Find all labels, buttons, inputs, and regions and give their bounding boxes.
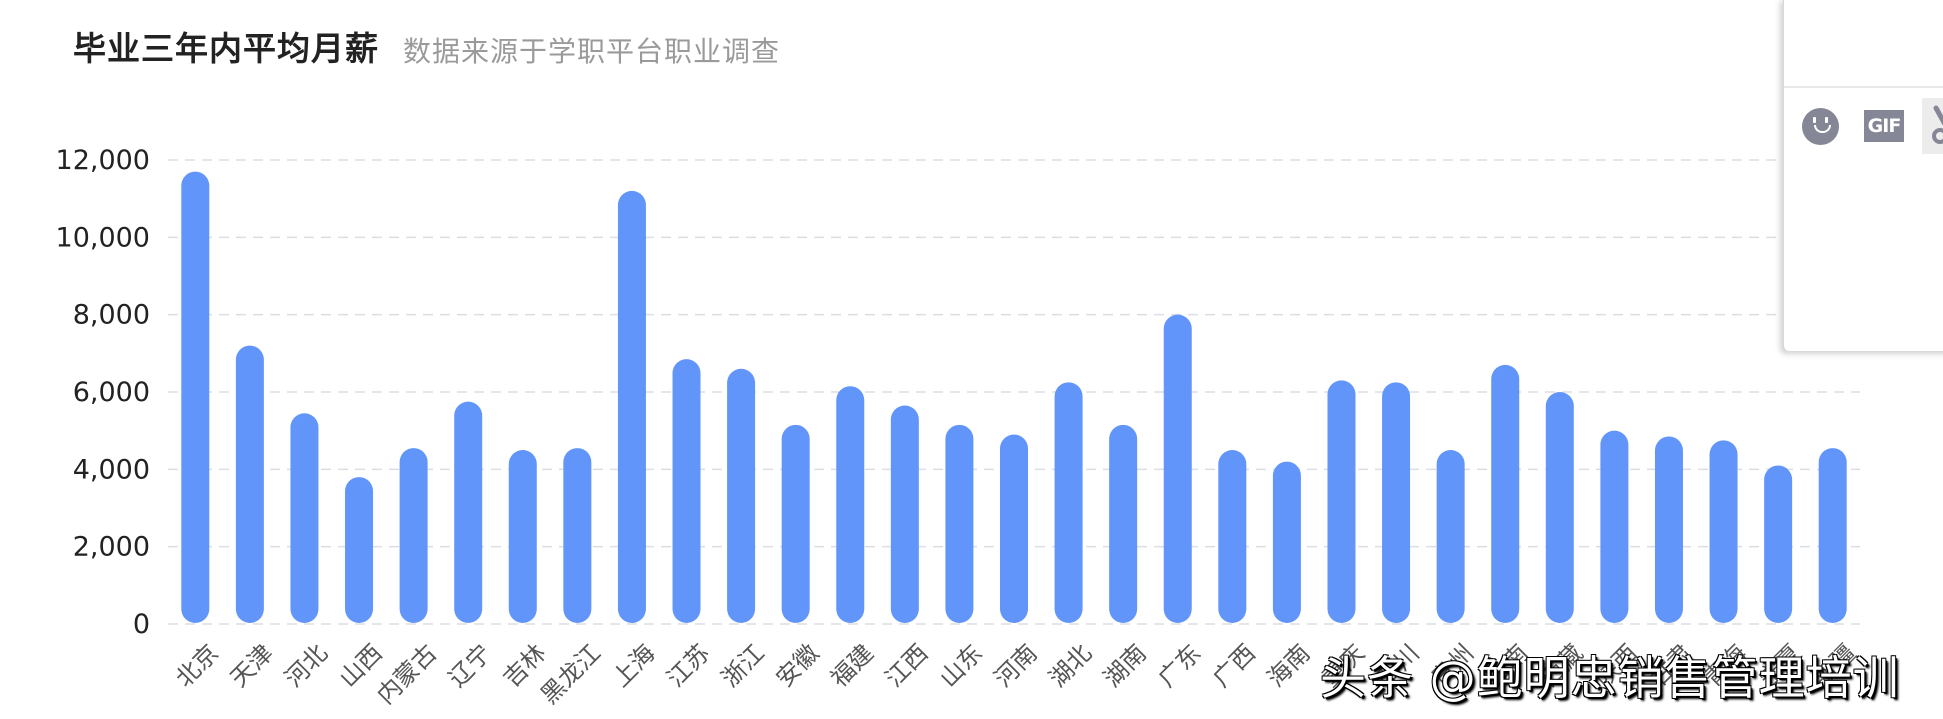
bar[interactable] bbox=[617, 190, 646, 623]
bar[interactable] bbox=[1600, 430, 1629, 623]
scissors-button[interactable] bbox=[1922, 98, 1943, 154]
x-tick-label: 内蒙古 bbox=[372, 639, 443, 710]
bar[interactable] bbox=[1491, 364, 1520, 623]
bar[interactable] bbox=[563, 448, 592, 623]
bar[interactable] bbox=[1709, 440, 1738, 623]
popup-toolbar: GIF bbox=[1784, 98, 1943, 154]
bar[interactable] bbox=[1218, 450, 1247, 623]
bar[interactable] bbox=[454, 401, 483, 623]
gridlines bbox=[168, 159, 1860, 625]
y-tick-label: 12,000 bbox=[56, 145, 150, 176]
comment-input[interactable] bbox=[1784, 0, 1943, 86]
x-tick-label: 山东 bbox=[934, 639, 988, 693]
emoji-icon[interactable] bbox=[1802, 108, 1839, 145]
bar[interactable] bbox=[1000, 434, 1028, 623]
bar[interactable] bbox=[1436, 450, 1465, 623]
x-tick-label: 辽宁 bbox=[443, 639, 497, 693]
y-axis: 0 2,000 4,000 6,000 8,000 10,000 12,000 bbox=[56, 145, 150, 640]
bar[interactable] bbox=[836, 386, 865, 623]
x-tick-label: 北京 bbox=[170, 639, 224, 693]
emoji-mouth bbox=[1814, 125, 1831, 133]
gif-button[interactable]: GIF bbox=[1864, 110, 1904, 142]
bar[interactable] bbox=[727, 368, 756, 623]
emoji-eye-left bbox=[1813, 117, 1816, 123]
bar[interactable] bbox=[781, 424, 810, 623]
watermark: 头条 @鲍明忠销售管理培训 bbox=[1320, 651, 1900, 705]
chart-subtitle: 数据来源于学职平台职业调查 bbox=[403, 35, 781, 68]
y-tick-label: 6,000 bbox=[73, 377, 150, 408]
x-tick-label: 江西 bbox=[880, 639, 934, 693]
y-tick-label: 8,000 bbox=[73, 300, 150, 331]
y-tick-label: 2,000 bbox=[73, 532, 150, 563]
x-tick-label: 黑龙江 bbox=[535, 639, 606, 710]
bar[interactable] bbox=[1327, 380, 1356, 623]
x-tick-label: 湖南 bbox=[1098, 639, 1152, 693]
x-tick-label: 江苏 bbox=[661, 639, 715, 693]
bar[interactable] bbox=[1109, 424, 1138, 623]
emoji-eye-right bbox=[1825, 117, 1828, 123]
x-tick-label: 广西 bbox=[1207, 639, 1261, 693]
bar[interactable] bbox=[672, 359, 701, 623]
popup-divider bbox=[1784, 86, 1943, 88]
bar[interactable] bbox=[1272, 461, 1301, 623]
bar[interactable] bbox=[1163, 314, 1192, 623]
bar[interactable] bbox=[945, 424, 974, 623]
bar[interactable] bbox=[1654, 436, 1683, 623]
x-tick-label: 湖北 bbox=[1044, 639, 1098, 693]
bar[interactable] bbox=[399, 448, 428, 623]
bar[interactable] bbox=[1054, 382, 1083, 623]
x-tick-label: 海南 bbox=[1262, 639, 1316, 693]
x-tick-label: 上海 bbox=[607, 639, 661, 693]
y-tick-label: 0 bbox=[133, 609, 150, 640]
x-tick-label: 天津 bbox=[225, 639, 279, 693]
bar[interactable] bbox=[345, 477, 374, 623]
bar[interactable] bbox=[290, 413, 319, 623]
bar[interactable] bbox=[1818, 448, 1847, 623]
bar[interactable] bbox=[235, 345, 264, 623]
x-tick-label: 河北 bbox=[279, 639, 333, 693]
x-tick-label: 广东 bbox=[1153, 639, 1207, 693]
x-tick-label: 河南 bbox=[989, 639, 1043, 693]
bar[interactable] bbox=[1545, 392, 1574, 623]
x-tick-label: 安徽 bbox=[771, 639, 825, 693]
bar[interactable] bbox=[1764, 465, 1793, 623]
bars bbox=[181, 171, 1847, 623]
x-tick-label: 福建 bbox=[825, 639, 879, 693]
bar[interactable] bbox=[890, 405, 919, 623]
y-tick-label: 4,000 bbox=[73, 454, 150, 485]
comment-popup: GIF bbox=[1783, 0, 1943, 351]
scissors-icon bbox=[1932, 105, 1943, 144]
chart-title: 毕业三年内平均月薪 bbox=[73, 29, 379, 68]
bar[interactable] bbox=[508, 450, 537, 623]
bar[interactable] bbox=[1382, 382, 1411, 623]
x-tick-label: 浙江 bbox=[716, 639, 770, 693]
bar[interactable] bbox=[181, 171, 210, 623]
y-tick-label: 10,000 bbox=[56, 222, 150, 253]
